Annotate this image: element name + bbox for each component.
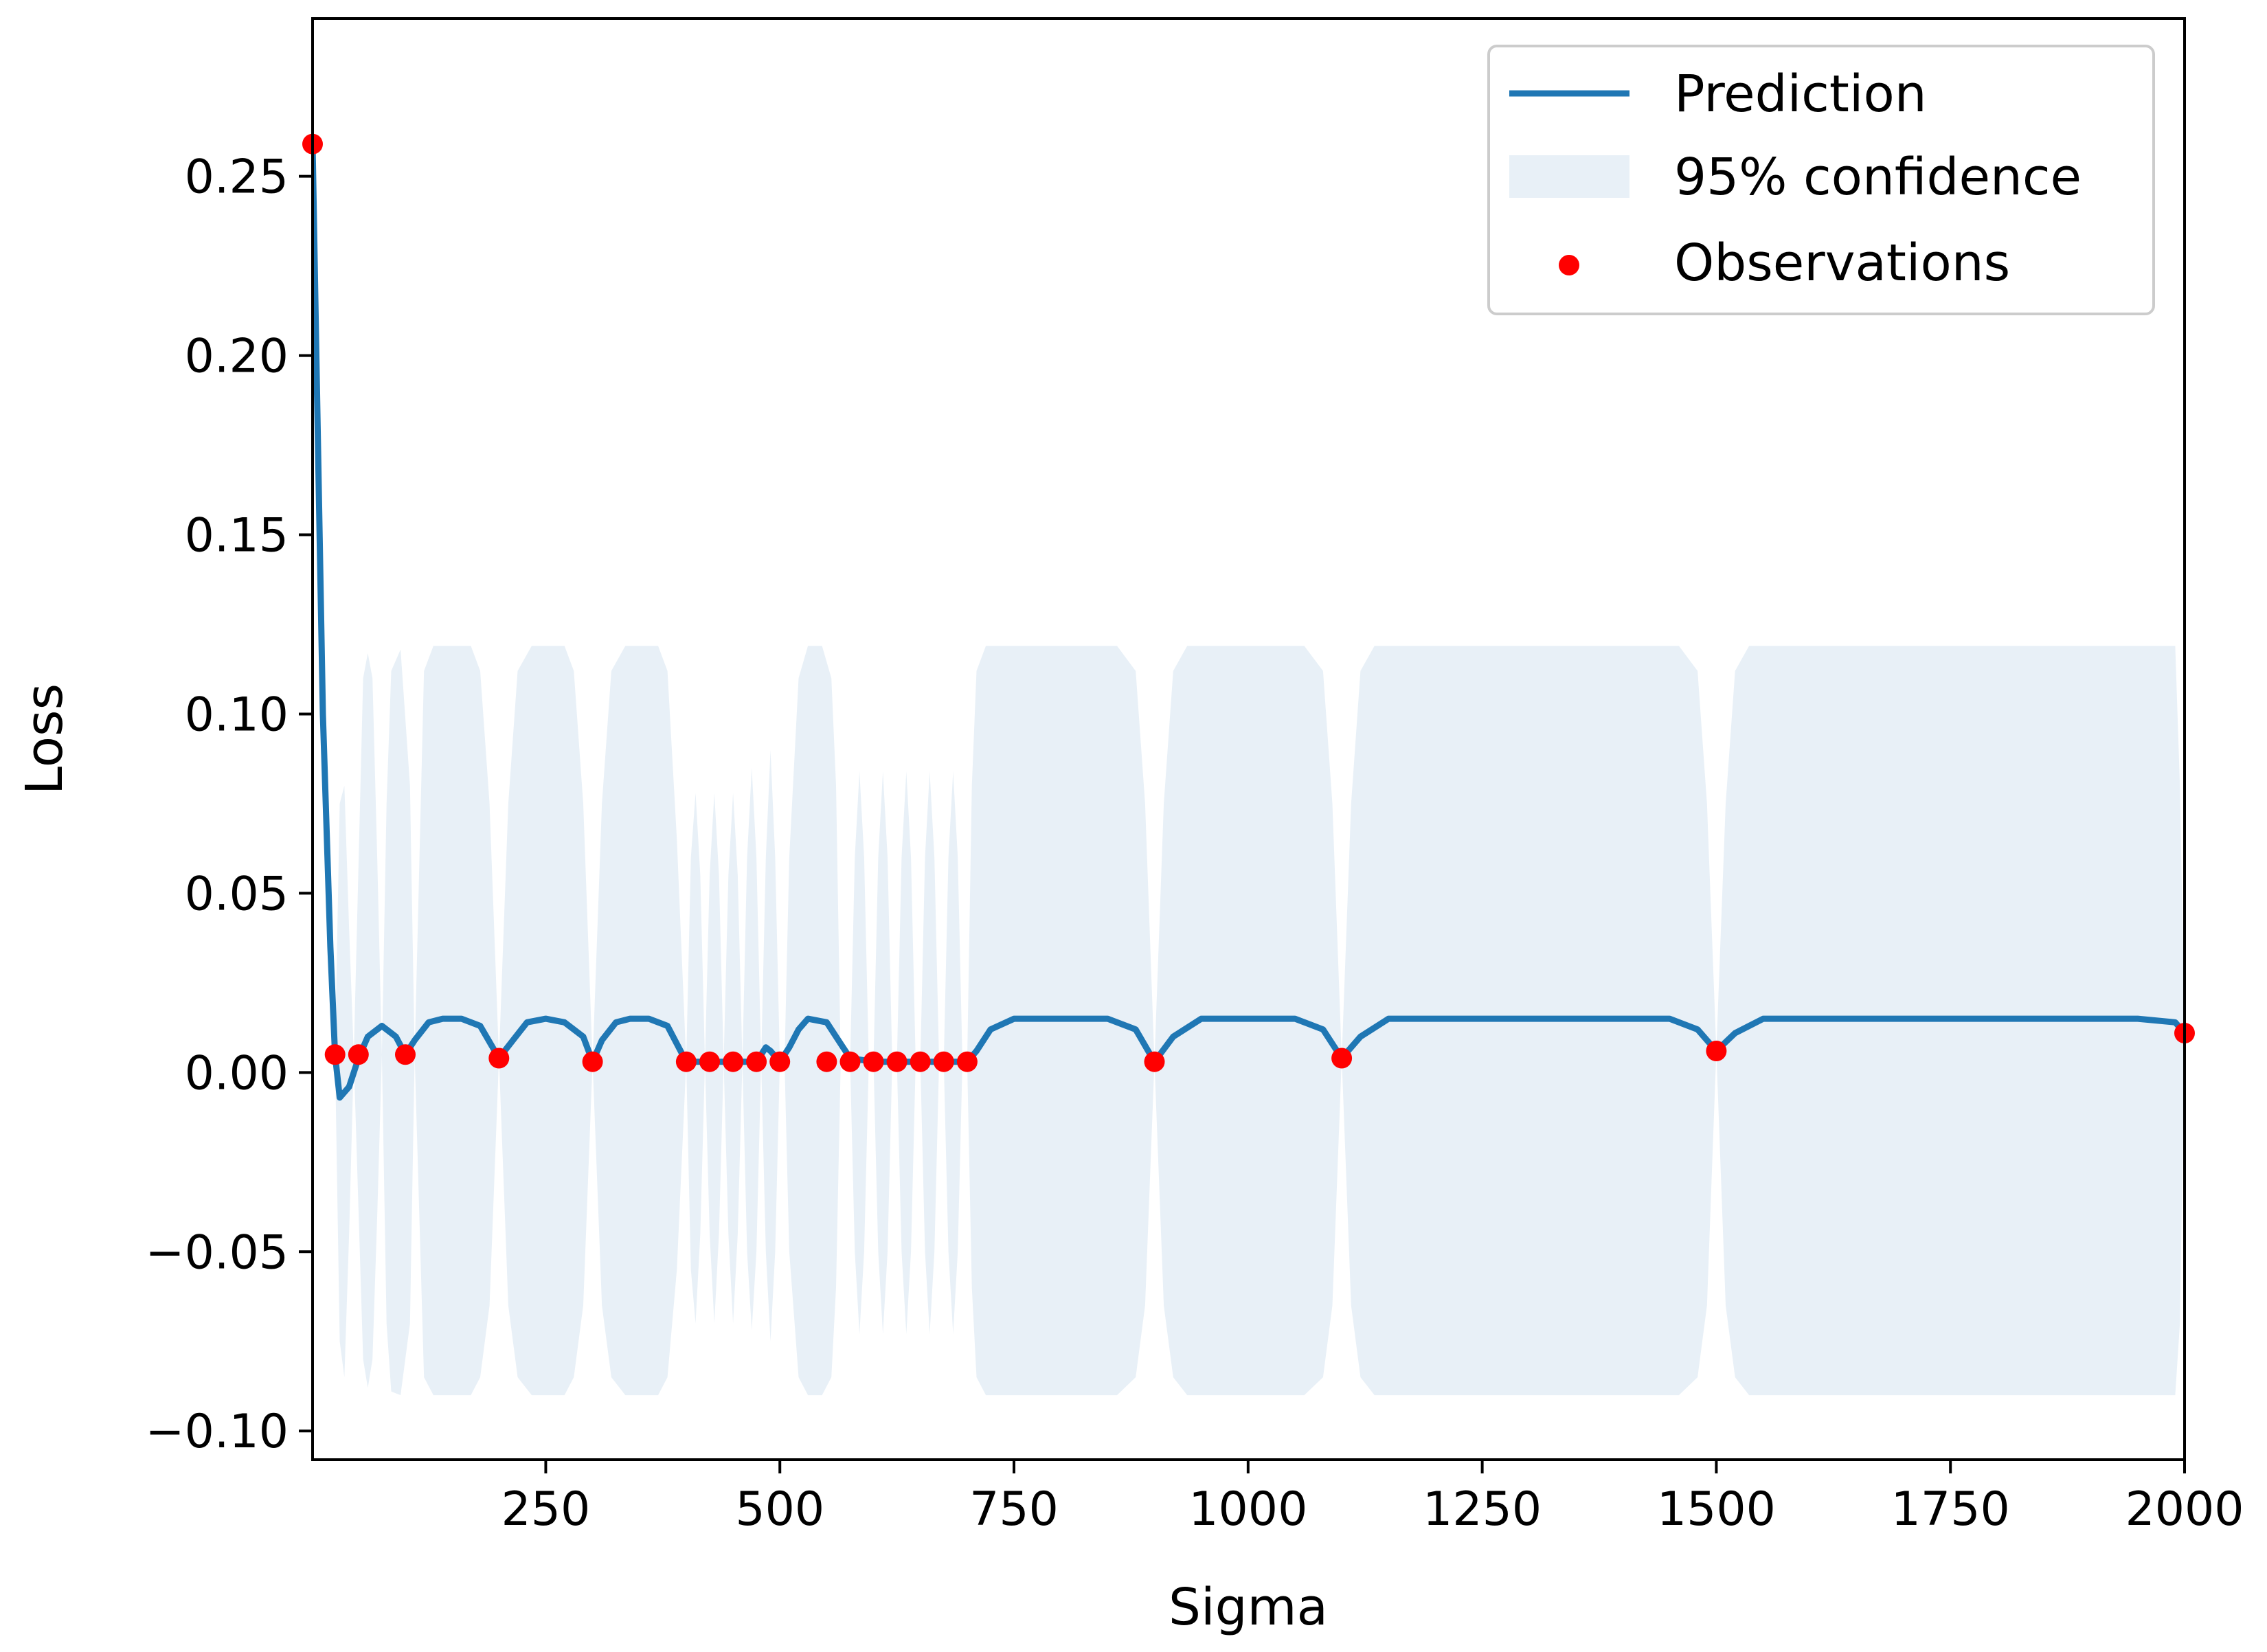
observation-point (839, 1051, 861, 1072)
observation-point (886, 1051, 907, 1072)
observation-point (933, 1051, 954, 1072)
legend-observations-label: Observations (1674, 234, 2010, 293)
observation-point (863, 1051, 884, 1072)
observation-point (956, 1051, 978, 1072)
legend-observations-swatch (1559, 255, 1579, 275)
observation-point (723, 1051, 744, 1072)
x-tick-label: 250 (501, 1482, 591, 1537)
y-axis-label: Loss (15, 683, 74, 795)
observation-point (699, 1051, 720, 1072)
observation-point (488, 1048, 510, 1069)
x-tick-label: 2000 (2125, 1482, 2244, 1537)
observation-point (746, 1051, 767, 1072)
observation-point (324, 1044, 346, 1065)
observation-point (1331, 1048, 1353, 1069)
observation-point (395, 1044, 416, 1065)
x-tick-label: 1250 (1423, 1482, 1542, 1537)
y-tick-label: 0.25 (185, 150, 289, 205)
observation-point (816, 1051, 837, 1072)
x-tick-label: 500 (735, 1482, 824, 1537)
x-axis-label: Sigma (1169, 1578, 1328, 1637)
legend-prediction-label: Prediction (1674, 65, 1927, 124)
observation-points-layer (302, 133, 2195, 1072)
confidence-band (313, 144, 2185, 1396)
x-tick-label: 1500 (1657, 1482, 1776, 1537)
y-axis-ticks: −0.10 −0.05 0.00 0.05 0.10 0.15 0.20 0.25 (146, 150, 313, 1459)
y-tick-label: 0.10 (185, 688, 289, 742)
observation-point (582, 1051, 603, 1072)
x-tick-label: 1000 (1188, 1482, 1307, 1537)
x-tick-label: 1750 (1891, 1482, 2010, 1537)
observation-point (769, 1051, 791, 1072)
x-tick-label: 750 (969, 1482, 1059, 1537)
y-tick-label: −0.10 (146, 1405, 289, 1459)
x-axis-ticks: 250 500 750 1000 1250 1500 1750 2000 (501, 1460, 2244, 1537)
y-tick-label: 0.15 (185, 509, 289, 563)
legend-confidence-swatch (1509, 155, 1629, 198)
y-tick-label: −0.05 (146, 1225, 289, 1280)
legend: Prediction 95% confidence Observations (1487, 45, 2155, 315)
confidence-band-layer (313, 144, 2185, 1396)
observation-point (910, 1051, 931, 1072)
observation-point (348, 1044, 369, 1065)
observation-point (1144, 1051, 1165, 1072)
y-tick-label: 0.00 (185, 1046, 289, 1100)
observation-point (1706, 1041, 1727, 1061)
legend-frame (1487, 45, 2155, 315)
y-tick-label: 0.20 (185, 330, 289, 384)
legend-confidence-label: 95% confidence (1674, 148, 2082, 207)
observation-point (675, 1051, 697, 1072)
y-tick-label: 0.05 (185, 867, 289, 921)
